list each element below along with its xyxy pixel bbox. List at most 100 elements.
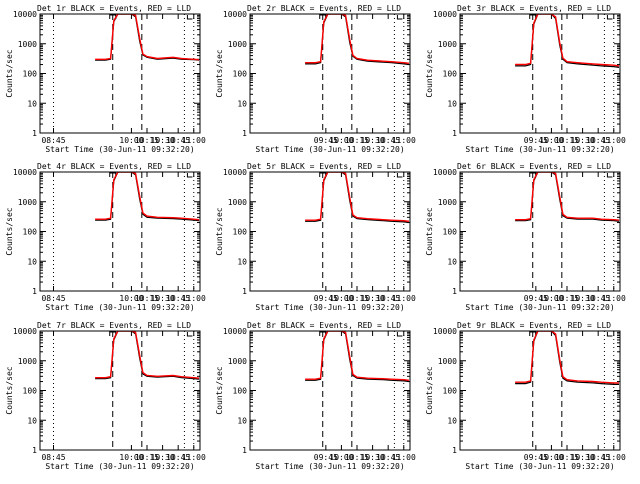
x-tick-label: 08:45 (41, 294, 65, 303)
x-tick-label: 10:45 (166, 453, 190, 462)
x-tick-label: 10:45 (376, 136, 400, 145)
y-tick-label: 100 (23, 387, 38, 396)
plot-frame (39, 13, 201, 134)
y-tick-label: 1 (452, 446, 457, 455)
y-tick-label: 100 (23, 228, 38, 237)
x-tick-label: 10:15 (555, 453, 579, 462)
y-axis-label: Counts/sec (5, 207, 14, 255)
y-tick-label: 1000 (228, 198, 247, 207)
interval-bracket-glyph (529, 14, 537, 19)
x-tick-label: 11:00 (392, 136, 416, 145)
interval-bracket-glyph (606, 332, 613, 337)
x-tick-label: 10:30 (571, 136, 595, 145)
interval-bracket-glyph (396, 173, 403, 178)
series-line-lld (305, 14, 410, 64)
series-line-lld (95, 172, 200, 221)
panel-title: Det 4r BLACK = Events, RED = LLD (37, 162, 191, 171)
y-tick-label: 10000 (223, 327, 247, 336)
series-line-lld (95, 14, 200, 61)
y-axis-label: Counts/sec (425, 207, 434, 255)
x-tick-label: 10:30 (151, 453, 175, 462)
y-tick-label: 10 (447, 99, 457, 108)
y-axis-label: Counts/sec (5, 366, 14, 414)
x-tick-label: 09:45 (524, 136, 548, 145)
y-tick-label: 1000 (228, 40, 247, 49)
series-line-lld (515, 331, 619, 384)
x-tick-label: 10:00 (329, 453, 353, 462)
y-tick-label: 1 (32, 287, 37, 296)
x-tick-label: 10:00 (329, 294, 353, 303)
x-tick-label: 10:15 (555, 294, 579, 303)
plot-frame (39, 330, 201, 451)
panel-title: Det 8r BLACK = Events, RED = LLD (247, 321, 401, 330)
x-tick-label: 10:15 (345, 294, 369, 303)
x-tick-label: 10:15 (555, 136, 579, 145)
y-tick-label: 10000 (223, 10, 247, 19)
x-tick-label: 10:15 (345, 136, 369, 145)
x-tick-label: 09:45 (314, 294, 338, 303)
y-tick-label: 1 (242, 129, 247, 138)
y-tick-label: 100 (443, 70, 458, 79)
y-tick-label: 10000 (433, 10, 457, 19)
x-tick-label: 10:15 (135, 453, 159, 462)
y-tick-label: 1 (242, 446, 247, 455)
y-tick-label: 1000 (18, 198, 37, 207)
detector-panel-2r: Det 2r BLACK = Events, RED = LLD 1 10 100 10… (215, 4, 416, 154)
series-line-lld (95, 331, 200, 379)
x-axis-label: Start Time (30-Jun-11 09:32:20) (45, 462, 194, 471)
y-tick-label: 10 (447, 416, 457, 425)
y-tick-label: 1 (452, 129, 457, 138)
x-tick-label: 10:15 (345, 453, 369, 462)
x-tick-label: 09:45 (314, 453, 338, 462)
y-tick-label: 10000 (433, 327, 457, 336)
x-tick-label: 10:45 (586, 136, 610, 145)
x-axis-label: Start Time (30-Jun-11 09:32:20) (465, 145, 614, 154)
y-axis-label: Counts/sec (215, 207, 224, 255)
x-tick-label: 11:00 (392, 453, 416, 462)
y-tick-label: 10000 (13, 327, 37, 336)
plot-frame (459, 330, 621, 451)
x-tick-label: 10:30 (151, 136, 175, 145)
x-tick-label: 10:30 (361, 294, 385, 303)
y-tick-label: 1 (452, 287, 457, 296)
x-tick-label: 10:45 (376, 453, 400, 462)
x-axis-label: Start Time (30-Jun-11 09:32:20) (465, 303, 614, 312)
y-tick-label: 100 (233, 228, 248, 237)
x-tick-label: 10:45 (166, 136, 190, 145)
plot-frame (459, 13, 621, 134)
y-tick-label: 100 (443, 387, 458, 396)
y-tick-label: 100 (233, 70, 248, 79)
series-line-lld (515, 14, 620, 67)
y-tick-label: 1000 (438, 357, 457, 366)
y-axis-label: Counts/sec (425, 366, 434, 414)
detector-panel-9r: Det 9r BLACK = Events, RED = LLD 1 10 100 10… (425, 321, 626, 471)
x-axis-label: Start Time (30-Jun-11 09:32:20) (45, 303, 194, 312)
interval-bracket-glyph (529, 331, 537, 336)
y-tick-label: 10 (237, 99, 247, 108)
x-tick-label: 11:00 (182, 453, 206, 462)
x-tick-label: 10:00 (539, 453, 563, 462)
y-axis-label: Counts/sec (215, 366, 224, 414)
y-tick-label: 10000 (223, 168, 247, 177)
x-tick-label: 10:00 (119, 136, 143, 145)
x-tick-label: 10:30 (361, 136, 385, 145)
series-line-lld (515, 172, 620, 221)
x-tick-label: 11:00 (182, 294, 206, 303)
interval-bracket-glyph (606, 15, 613, 20)
x-tick-label: 08:45 (41, 453, 65, 462)
plot-frame (459, 171, 621, 292)
x-axis-label: Start Time (30-Jun-11 09:32:20) (255, 303, 404, 312)
y-axis-label: Counts/sec (425, 49, 434, 97)
x-tick-label: 10:00 (539, 136, 563, 145)
detector-panel-1r: Det 1r BLACK = Events, RED = LLD 1 10 100 10… (5, 4, 206, 154)
panel-title: Det 3r BLACK = Events, RED = LLD (457, 4, 611, 13)
y-tick-label: 1 (32, 446, 37, 455)
interval-bracket-glyph (396, 332, 403, 337)
y-tick-label: 1000 (228, 357, 247, 366)
x-axis-label: Start Time (30-Jun-11 09:32:20) (255, 462, 404, 471)
series-line-lld (305, 331, 410, 381)
panel-title: Det 7r BLACK = Events, RED = LLD (37, 321, 191, 330)
x-tick-label: 11:00 (602, 136, 626, 145)
y-tick-label: 100 (23, 70, 38, 79)
